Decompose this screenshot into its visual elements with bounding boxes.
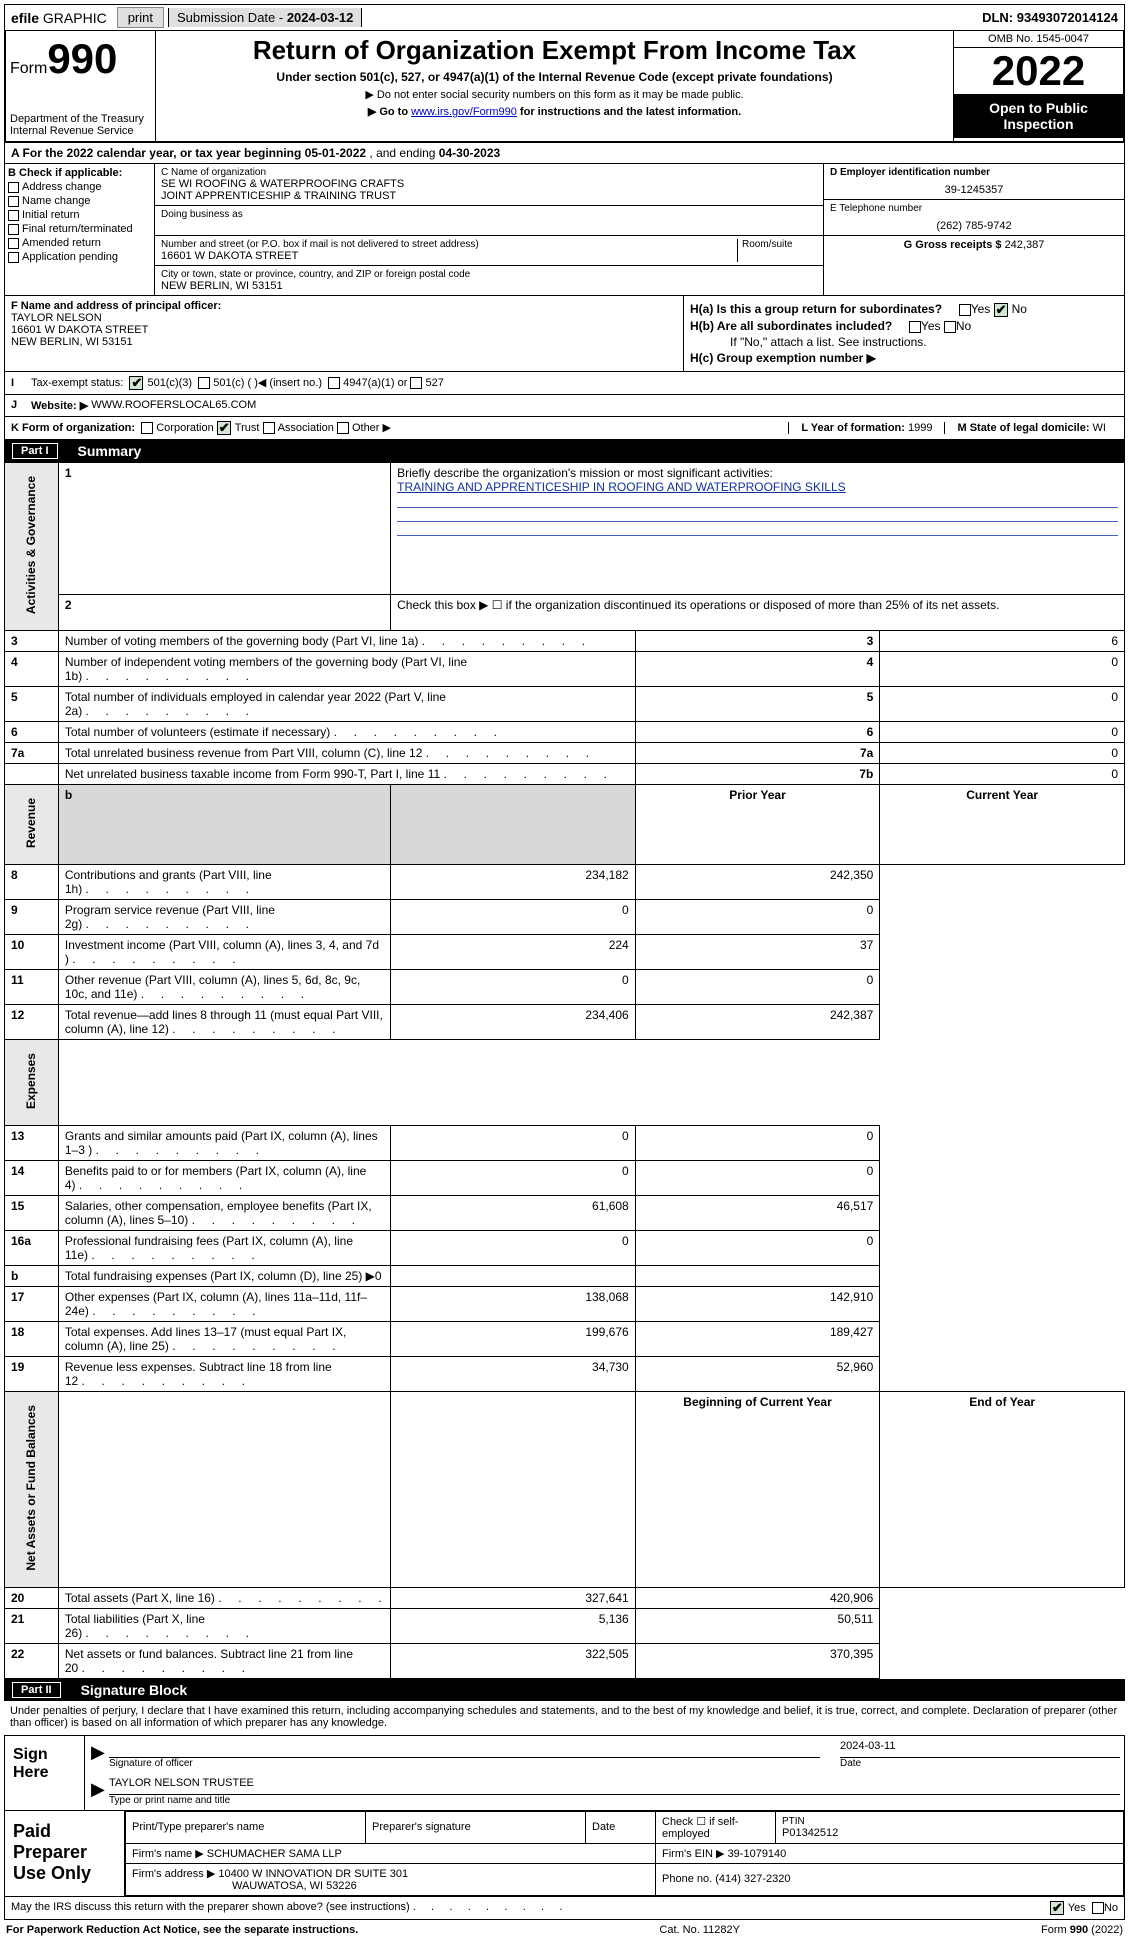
chk-527[interactable] (410, 377, 422, 389)
print-button[interactable]: print (117, 7, 164, 28)
row-j: J Website: ▶ WWW.ROOFERSLOCAL65.COM (4, 395, 1125, 417)
footer: For Paperwork Reduction Act Notice, see … (4, 1920, 1125, 1940)
form-number: Form990 (10, 35, 151, 83)
submission-date: Submission Date - 2024-03-12 (168, 8, 362, 27)
phone-value: (262) 785-9742 (830, 220, 1118, 232)
checkbox[interactable] (8, 224, 19, 235)
dln: DLN: 93493072014124 (976, 8, 1124, 27)
tax-period: A For the 2022 calendar year, or tax yea… (4, 143, 1125, 164)
sign-here-block: Sign Here ▶ Signature of officer 2024-03… (4, 1735, 1125, 1811)
discuss-row: May the IRS discuss this return with the… (4, 1897, 1125, 1920)
info-grid: B Check if applicable: Address changeNam… (4, 164, 1125, 296)
form-subtitle: Under section 501(c), 527, or 4947(a)(1)… (160, 70, 949, 84)
side-exp: Expenses (22, 1043, 40, 1119)
org-name-label: C Name of organization (161, 167, 817, 178)
paid-preparer-block: Paid Preparer Use Only Print/Type prepar… (4, 1811, 1125, 1897)
h-b: H(b) Are all subordinates included? Yes … (690, 319, 1118, 333)
phone-label: E Telephone number (830, 203, 1118, 214)
form-note1: ▶ Do not enter social security numbers o… (160, 88, 949, 101)
side-ag: Activities & Governance (22, 466, 40, 624)
part1-header: Part I Summary (4, 440, 1125, 462)
chk-trust[interactable] (217, 421, 231, 435)
checkbox[interactable] (8, 210, 19, 221)
website-value: WWW.ROOFERSLOCAL65.COM (91, 399, 256, 411)
checkbox[interactable] (8, 238, 19, 249)
gross-receipts: G Gross receipts $ 242,387 (830, 239, 1118, 251)
h-c: H(c) Group exemption number ▶ (690, 351, 1118, 365)
part2-header: Part II Signature Block (4, 1679, 1125, 1701)
officer-addr2: NEW BERLIN, WI 53151 (11, 336, 677, 348)
form-header: Form990 Department of the Treasury Inter… (4, 31, 1125, 143)
dept-label: Department of the Treasury Internal Reve… (10, 113, 151, 137)
chk-501c3[interactable] (129, 376, 143, 390)
declaration-text: Under penalties of perjury, I declare th… (4, 1701, 1125, 1733)
side-rev: Revenue (22, 788, 40, 858)
officer-addr1: 16601 W DAKOTA STREET (11, 324, 677, 336)
paid-preparer-label: Paid Preparer Use Only (5, 1811, 125, 1896)
efile-label: efile GRAPHIC (5, 8, 113, 28)
ein-value: 39-1245357 (830, 184, 1118, 196)
checkbox[interactable] (8, 196, 19, 207)
checkbox[interactable] (8, 182, 19, 193)
org-address: 16601 W DAKOTA STREET (161, 250, 737, 262)
form-title: Return of Organization Exempt From Incom… (160, 35, 949, 66)
room-label: Room/suite (742, 239, 817, 250)
chk-other[interactable] (337, 422, 349, 434)
top-bar: efile GRAPHIC print Submission Date - 20… (4, 4, 1125, 31)
chk-corp[interactable] (141, 422, 153, 434)
chk-assoc[interactable] (263, 422, 275, 434)
sign-here-label: Sign Here (5, 1736, 85, 1810)
irs-link[interactable]: www.irs.gov/Form990 (411, 106, 517, 118)
h-a: H(a) Is this a group return for subordin… (690, 302, 1118, 317)
row-f: F Name and address of principal officer:… (4, 296, 1125, 372)
officer-label: F Name and address of principal officer: (11, 300, 677, 312)
chk-501c[interactable] (198, 377, 210, 389)
dba-label: Doing business as (161, 209, 817, 220)
org-city: NEW BERLIN, WI 53151 (161, 280, 817, 292)
col-b-label: B Check if applicable: (8, 167, 151, 179)
summary-table: Activities & Governance 1 Briefly descri… (4, 462, 1125, 1679)
row-i: I Tax-exempt status: 501(c)(3) 501(c) ( … (4, 372, 1125, 395)
city-label: City or town, state or province, country… (161, 269, 817, 280)
org-name-2: JOINT APPRENTICESHIP & TRAINING TRUST (161, 190, 817, 202)
chk-4947[interactable] (328, 377, 340, 389)
open-public-badge: Open to Public Inspection (954, 94, 1123, 138)
checkbox[interactable] (8, 252, 19, 263)
org-name-1: SE WI ROOFING & WATERPROOFING CRAFTS (161, 178, 817, 190)
row-k: K Form of organization: Corporation Trus… (4, 417, 1125, 440)
tax-year: 2022 (954, 48, 1123, 94)
h-b-note: If "No," attach a list. See instructions… (690, 335, 1118, 349)
addr-label: Number and street (or P.O. box if mail i… (161, 239, 737, 250)
ein-label: D Employer identification number (830, 167, 1118, 178)
officer-name: TAYLOR NELSON (11, 312, 677, 324)
omb-number: OMB No. 1545-0047 (954, 31, 1123, 48)
side-na: Net Assets or Fund Balances (22, 1395, 40, 1581)
form-note2: ▶ Go to www.irs.gov/Form990 for instruct… (160, 105, 949, 118)
